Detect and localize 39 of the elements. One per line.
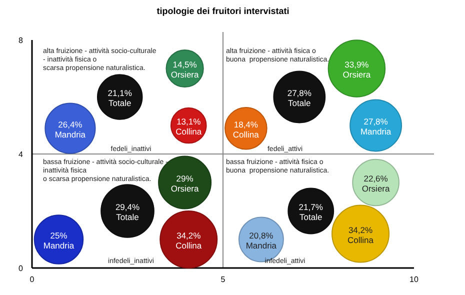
series-label: Collina xyxy=(176,126,202,136)
text: Orsiera xyxy=(170,184,199,194)
data-label: 21,1% xyxy=(108,88,132,98)
y-tick-label: 8 xyxy=(18,36,24,45)
x-tick-label: 10 xyxy=(410,275,419,284)
data-label: 33,9% xyxy=(344,60,370,70)
data-label: 20,8% xyxy=(249,230,274,240)
series-label: Mandria xyxy=(246,240,277,250)
data-label: 26,4% xyxy=(58,119,83,130)
data-label: 29% xyxy=(176,174,194,184)
series-label: Orsiera xyxy=(170,70,199,80)
data-label: 13,1% xyxy=(176,116,202,126)
data-label: 21,7% xyxy=(298,202,324,212)
text: Totale xyxy=(116,212,139,222)
series-label: Totale xyxy=(108,98,132,108)
text: Mandria xyxy=(43,240,74,250)
data-label: 18,4% xyxy=(234,119,258,130)
data-label: 34,2% xyxy=(176,230,202,240)
y-tick-label: 0 xyxy=(18,264,24,273)
text: Mandria xyxy=(360,126,392,136)
text: Orsiera xyxy=(342,70,371,80)
data-label: 22,6% xyxy=(364,174,388,184)
chart-title: tipologie dei fruitori intervistati xyxy=(156,6,290,16)
text: Totale xyxy=(300,212,322,222)
y-tick-label: 4 xyxy=(18,150,24,159)
text: Totale xyxy=(288,98,311,108)
text: Collina xyxy=(232,129,259,140)
data-label: 27,8% xyxy=(364,116,388,126)
text: Collina xyxy=(176,240,202,250)
data-label: 14,5% xyxy=(172,60,198,70)
text: Orsiera xyxy=(362,184,390,194)
data-label: 25% xyxy=(50,230,68,240)
text: Mandria xyxy=(54,129,86,140)
data-label: 29,4% xyxy=(115,202,140,212)
data-label: 34,2% xyxy=(348,224,374,235)
data-label: 27,8% xyxy=(287,88,312,98)
x-tick-label: 0 xyxy=(30,275,35,284)
x-tick-label: 5 xyxy=(220,275,226,284)
text: Collina xyxy=(348,234,374,245)
